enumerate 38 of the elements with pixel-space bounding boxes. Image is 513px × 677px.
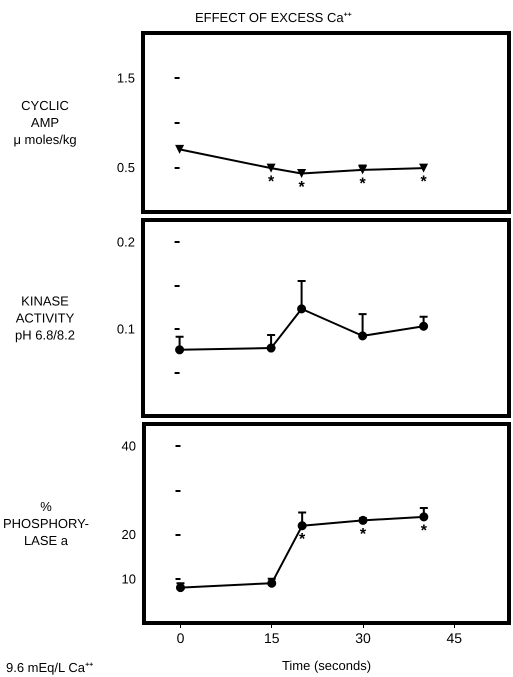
point <box>267 578 276 588</box>
annotation: * <box>420 174 428 191</box>
y-tick-label: 40 <box>122 438 136 454</box>
point <box>297 304 306 314</box>
point <box>266 164 276 173</box>
y-tick-label: 0.1 <box>116 321 135 336</box>
text: 9.6 mEq/L Ca⁺⁺ <box>6 660 94 675</box>
point <box>175 345 184 354</box>
point <box>419 164 428 173</box>
chart-title: EFFECT OF EXCESS Ca⁺⁺ <box>195 10 352 25</box>
x-tick-label: 30 <box>355 630 371 646</box>
x-tick-label: 0 <box>176 630 185 646</box>
y-tick-label: 20 <box>122 527 136 542</box>
point <box>358 331 368 340</box>
x-tick-label: 15 <box>264 630 280 646</box>
annotation: * <box>360 526 367 543</box>
annotation: * <box>420 522 428 540</box>
point <box>175 144 184 154</box>
point <box>358 516 368 525</box>
point <box>358 165 368 174</box>
y-tick-label: 0.5 <box>116 160 135 175</box>
y-axis-title: CYCLIC AMP μ moles/kg <box>13 98 77 147</box>
y-axis-title: KINASE ACTIVITY pH 6.8/8.2 <box>15 294 75 342</box>
annotation: * <box>298 179 306 196</box>
annotation: * <box>268 174 275 191</box>
x-tick-label: 45 <box>446 630 462 646</box>
point <box>266 344 276 353</box>
x-axis-title: Time (seconds) <box>282 658 372 673</box>
point <box>419 322 428 331</box>
annotation: * <box>299 531 306 548</box>
y-tick-label: 1.5 <box>116 70 135 86</box>
y-axis-title: % PHOSPHORY- LASE a <box>2 499 89 548</box>
y-tick-label: 10 <box>122 571 136 586</box>
point <box>297 169 306 178</box>
point <box>419 512 428 522</box>
y-tick-label: 0.2 <box>116 234 135 250</box>
annotation: * <box>359 175 366 192</box>
point <box>298 521 307 530</box>
